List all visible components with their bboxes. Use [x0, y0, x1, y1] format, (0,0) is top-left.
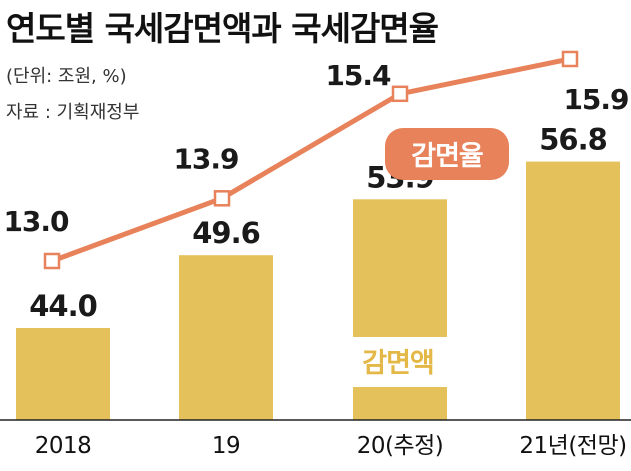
bar-21년(전망) [526, 161, 620, 420]
rate-marker [43, 252, 61, 270]
bar-label-group: 44.049.653.956.8 [29, 123, 608, 323]
legend-line: 감면율 [385, 128, 509, 180]
bar-group [16, 161, 620, 420]
chart-title: 연도별 국세감면액과 국세감면율 [6, 9, 439, 48]
legend-bar-badge [330, 337, 466, 387]
rate-value-label: 15.9 [563, 83, 628, 116]
category-label: 20(추정) [357, 433, 444, 459]
legend-line-badge [385, 128, 509, 180]
rate-value-label: 15.4 [325, 59, 391, 92]
category-label-group: 2018 19 20(추정) 21년(전망) [35, 433, 627, 459]
rate-label-group: 13.0 13.9 15.4 15.9 [3, 59, 629, 238]
rate-marker [391, 85, 409, 103]
unit-note: (단위: 조원, %) [6, 66, 127, 87]
rate-value-label: 13.0 [3, 205, 69, 238]
bar-19 [179, 255, 273, 420]
bar-value-label: 56.8 [539, 123, 607, 157]
source-note: 자료 : 기획재정부 [6, 102, 140, 123]
rate-value-label: 13.9 [173, 142, 238, 175]
bar-value-label: 44.0 [29, 289, 97, 323]
category-label: 21년(전망) [519, 433, 626, 459]
category-label: 19 [212, 433, 240, 459]
rate-line [51, 56, 571, 264]
bar-2018 [16, 328, 110, 420]
rate-marker [561, 50, 579, 68]
legend-bar-label: 감면액 [362, 348, 434, 379]
rate-marker [213, 190, 231, 207]
bar-value-label: 49.6 [192, 216, 260, 250]
category-label: 2018 [35, 433, 92, 459]
legend-bar: 감면액 [330, 337, 466, 387]
legend-line-label: 감면율 [411, 141, 483, 172]
rate-marker-group [43, 50, 579, 270]
